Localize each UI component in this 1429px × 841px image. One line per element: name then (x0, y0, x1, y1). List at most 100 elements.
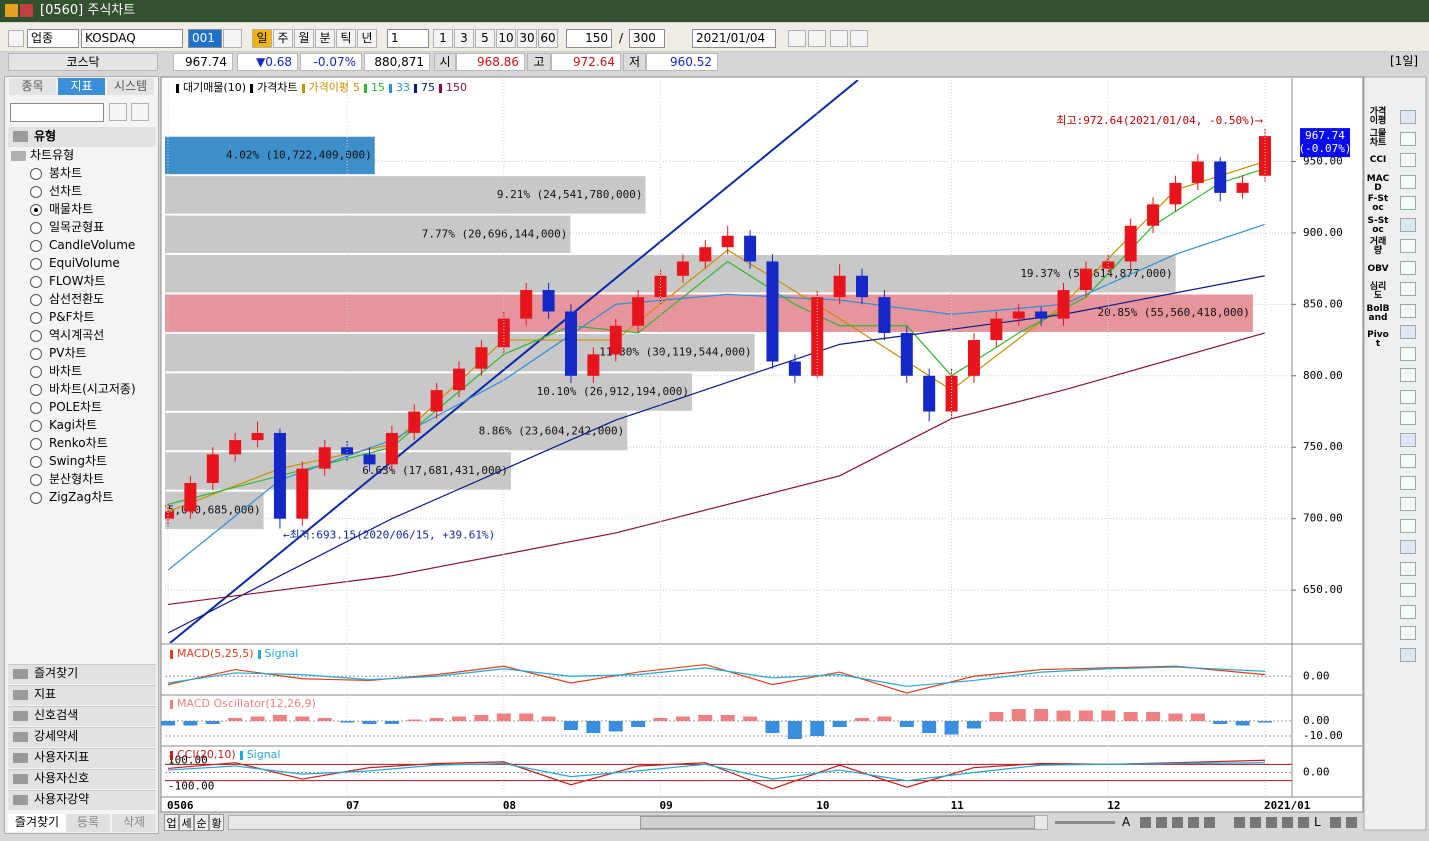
tool-icon[interactable] (1400, 196, 1416, 210)
legend-item[interactable]: 5 (353, 81, 361, 94)
radio-button[interactable] (30, 402, 42, 414)
radio-button[interactable] (30, 294, 42, 306)
radio-button[interactable] (30, 222, 42, 234)
radio-button[interactable] (30, 474, 42, 486)
tool-icon[interactable] (1400, 647, 1416, 662)
legend-item[interactable]: 150 (446, 81, 468, 94)
chart-type-item[interactable]: Renko차트 (49, 436, 108, 450)
section-header[interactable] (8, 706, 156, 726)
bottom-tab[interactable]: 삭제 (112, 814, 156, 832)
tool-icon[interactable] (1400, 346, 1416, 361)
radio-button[interactable] (30, 258, 42, 270)
indicator-button[interactable]: OBV (1367, 264, 1389, 274)
panel-tab[interactable]: 지표 (58, 78, 105, 95)
radio-button[interactable] (30, 330, 42, 342)
scroll-tab[interactable]: 순 (194, 814, 209, 831)
tool-icon[interactable] (1400, 475, 1416, 490)
scroll-tab[interactable]: 업 (164, 814, 179, 831)
radio-button[interactable] (30, 204, 42, 216)
indicator-button[interactable]: 거래량 (1369, 237, 1387, 256)
radio-button[interactable] (30, 168, 42, 180)
legend-item[interactable]: Signal (264, 647, 299, 660)
scroll-tab[interactable]: 세 (179, 814, 194, 831)
tool-button[interactable] (830, 30, 848, 47)
legend-item[interactable]: MACD Oscillator(12,26,9) (177, 697, 316, 710)
download-button[interactable] (131, 103, 149, 121)
chart-type-item[interactable]: Kagi차트 (49, 418, 98, 432)
index-name-input[interactable]: KOSDAQ (81, 29, 183, 48)
market-select[interactable]: 업종 (27, 29, 79, 48)
radio-button[interactable] (30, 492, 42, 504)
section-header[interactable] (8, 685, 156, 705)
tool-icon[interactable] (1400, 239, 1416, 253)
chart-type-item[interactable]: PV차트 (49, 346, 87, 360)
interval-button[interactable]: 3 (454, 29, 474, 48)
scroll-icon[interactable] (1188, 817, 1199, 828)
bottom-tab[interactable]: 등록 (66, 814, 110, 832)
display-count-input[interactable]: 150 (566, 29, 612, 48)
tool-icon[interactable] (1400, 153, 1416, 167)
nav-button[interactable] (8, 30, 24, 47)
tool-icon[interactable] (1400, 174, 1416, 189)
indicator-button[interactable]: Pivot (1367, 330, 1389, 349)
radio-button[interactable] (30, 240, 42, 252)
tool-icon[interactable] (1400, 110, 1416, 124)
tool-icon[interactable] (1400, 604, 1416, 619)
legend-item[interactable]: 33 (396, 81, 411, 94)
tool-icon[interactable] (1400, 540, 1416, 554)
legend-item[interactable]: 대기매물(10) (183, 81, 247, 94)
scroll-thumb[interactable] (640, 816, 1035, 829)
period-button[interactable]: 년 (357, 29, 377, 48)
max-count-input[interactable]: 300 (629, 29, 665, 48)
radio-button[interactable] (30, 456, 42, 468)
period-count-select[interactable]: 1 (387, 29, 429, 48)
chart-type-item[interactable]: P&F차트 (49, 310, 95, 324)
interval-button[interactable]: 30 (517, 29, 537, 48)
section-header[interactable] (8, 790, 156, 810)
scroll-icon[interactable] (1140, 817, 1151, 828)
bottom-tab[interactable]: 즐겨찾기 (8, 814, 66, 832)
panel-tab[interactable]: 종목 (9, 78, 56, 95)
legend-item[interactable]: 15 (371, 81, 386, 94)
tool-button[interactable] (788, 30, 806, 47)
legend-item[interactable]: 가격차트 (257, 81, 298, 94)
section-header[interactable] (8, 664, 156, 684)
scroll-tab[interactable]: 황 (209, 814, 224, 831)
chart-type-item[interactable]: Swing차트 (49, 454, 108, 468)
scroll-icon[interactable] (1204, 817, 1215, 828)
chart-type-item[interactable]: POLE차트 (49, 400, 103, 414)
indicator-button[interactable]: 심리도 (1369, 282, 1387, 301)
section-header[interactable] (8, 748, 156, 768)
chart-type-item[interactable]: 삼선전환도 (49, 292, 105, 306)
radio-button[interactable] (30, 384, 42, 396)
period-button[interactable]: 분 (315, 29, 335, 48)
radio-button[interactable] (30, 420, 42, 432)
indicator-button[interactable]: S-Stoc (1367, 216, 1389, 235)
scroll-icon[interactable] (1330, 817, 1341, 828)
tool-icon[interactable] (1400, 282, 1416, 296)
tool-icon[interactable] (1400, 260, 1416, 275)
line-label[interactable]: L (1314, 815, 1321, 829)
search-button[interactable] (223, 29, 242, 48)
legend-item[interactable]: MACD(5,25,5) (177, 647, 254, 660)
refresh-button[interactable] (109, 103, 127, 121)
tool-icon[interactable] (1400, 411, 1416, 425)
section-header[interactable] (8, 769, 156, 789)
tool-icon[interactable] (1400, 131, 1416, 146)
scroll-icon[interactable] (1234, 817, 1245, 828)
interval-button[interactable]: 60 (538, 29, 558, 48)
chart-type-item[interactable]: 바차트 (49, 364, 83, 378)
scroll-icon[interactable] (1346, 817, 1357, 828)
tool-icon[interactable] (1400, 303, 1416, 318)
tool-button[interactable] (808, 30, 826, 47)
indicator-button[interactable]: F-Stoc (1367, 194, 1389, 213)
scroll-icon[interactable] (1282, 817, 1293, 828)
radio-button[interactable] (30, 276, 42, 288)
legend-item[interactable]: 75 (421, 81, 436, 94)
scroll-icon[interactable] (1266, 817, 1277, 828)
chart-type-item[interactable]: ZigZag차트 (49, 490, 114, 504)
tool-icon[interactable] (1400, 497, 1416, 511)
chart-type-item[interactable]: EquiVolume (49, 256, 120, 270)
tool-icon[interactable] (1400, 454, 1416, 468)
radio-button[interactable] (30, 348, 42, 360)
